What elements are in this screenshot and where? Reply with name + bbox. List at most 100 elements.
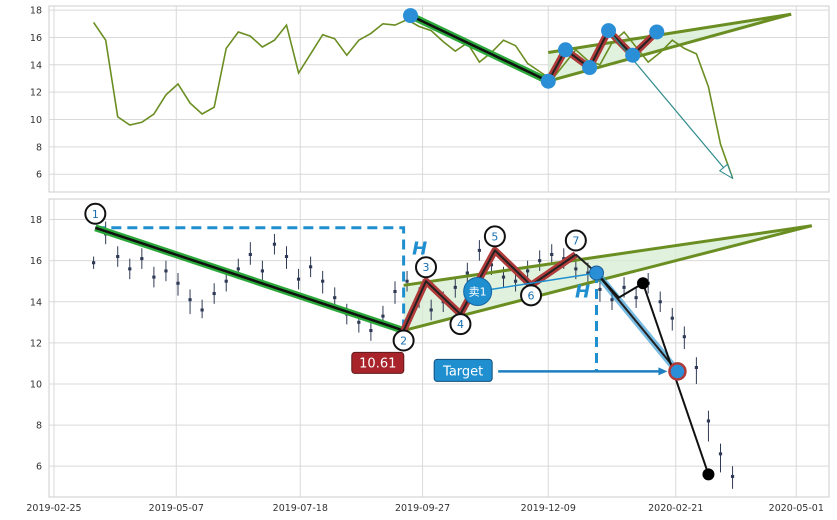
candle-body: [453, 285, 457, 289]
bottom-x-ticks: 2019-02-25 2019-05-07 2019-07-18 2019-09-27…: [26, 503, 823, 514]
pattern-point-label: 5: [491, 230, 498, 243]
pattern-point-label: 4: [457, 318, 464, 331]
value-box-text: 10.61: [359, 356, 396, 371]
candle-body: [393, 289, 397, 293]
bottom-x-tick-label: 2020-05-01: [769, 503, 824, 514]
candle-body: [200, 308, 204, 312]
bottom-y-tick-label: 12: [30, 338, 42, 349]
top-panel: 6 8 10 12 14 16 18: [30, 5, 830, 193]
candle-body: [658, 300, 662, 304]
candle-body: [477, 248, 481, 252]
candle-body: [634, 296, 638, 300]
candle-body: [694, 366, 698, 370]
target-point: [668, 362, 687, 381]
breakdown-path-a: [595, 272, 644, 299]
top-price-path: [92, 18, 734, 179]
target-box: [433, 358, 493, 382]
candle-body: [224, 279, 228, 283]
bottom-pole: [94, 226, 405, 332]
top-y-tick-label: 14: [30, 60, 42, 71]
top-pattern-point: [625, 47, 641, 63]
top-pattern-point: [558, 42, 573, 58]
candle-body: [538, 259, 542, 263]
breakdown-high-point: [637, 277, 649, 290]
top-y-tick-label: 6: [36, 170, 42, 181]
candle-body: [670, 316, 674, 320]
candle-body: [116, 255, 120, 259]
pattern-point-label-circle: [520, 284, 543, 307]
candle-body: [429, 308, 433, 312]
bottom-x-tick-label: 2019-09-27: [395, 503, 450, 514]
h-dashed-measure-left: [95, 226, 406, 331]
bottom-y-ticks: 6 8 10 12 14 16 18: [30, 215, 42, 473]
bottom-upper-trendline: [403, 224, 812, 287]
top-pattern-point: [540, 73, 556, 89]
top-price-line: [92, 18, 734, 179]
candle-body: [309, 265, 313, 269]
bottom-y-tick-label: 6: [36, 462, 42, 473]
candle-body: [381, 314, 385, 318]
bottom-grid: [49, 199, 829, 497]
top-y-tick-label: 16: [30, 33, 42, 44]
value-box: [351, 351, 405, 374]
bottom-x-tick-label: 2019-07-18: [273, 503, 328, 514]
top-y-tick-label: 10: [30, 115, 42, 126]
target-box-text: Target: [442, 364, 483, 379]
candle-body: [586, 271, 590, 275]
candle-body: [176, 281, 180, 285]
candle-body: [272, 242, 277, 246]
candle-body: [574, 267, 578, 271]
pattern-point-label: 7: [572, 234, 579, 247]
pattern-point-label-circle: [415, 256, 437, 279]
candle-body: [164, 269, 168, 273]
top-pole: [409, 14, 549, 83]
pattern-point-label-circle: [84, 202, 107, 225]
bottom-x-tick-label: 2019-02-25: [26, 503, 81, 514]
candle-body: [405, 279, 409, 283]
candle-body: [682, 335, 686, 339]
bottom-x-tick-label: 2019-12-09: [521, 503, 576, 514]
candle-body: [212, 292, 216, 296]
candle-body: [718, 452, 723, 456]
bottom-x-tick-label: 2019-05-07: [149, 503, 204, 514]
candle-body: [248, 252, 252, 256]
candle-body: [513, 279, 518, 283]
candle-body: [489, 263, 494, 267]
candle-body: [501, 275, 506, 279]
candle-body: [260, 269, 264, 273]
top-y-ticks: 6 8 10 12 14 16 18: [30, 6, 42, 181]
top-pattern-overlay: [403, 8, 792, 180]
h-label-left: H: [412, 238, 427, 259]
bottom-y-tick-label: 8: [36, 421, 42, 432]
pattern-point-label-circle: [483, 225, 506, 248]
candle-body: [526, 269, 530, 273]
sell-label-leader: [477, 272, 597, 293]
candle-body: [236, 267, 240, 271]
pattern-point-label: 1: [92, 208, 99, 221]
candle-body: [296, 277, 301, 281]
top-pattern-point: [582, 60, 598, 76]
candle-body: [152, 275, 156, 279]
bottom-y-tick-label: 16: [30, 256, 42, 267]
bottom-y-tick-label: 14: [30, 297, 42, 308]
candle-body: [140, 257, 144, 261]
h-label-right: H: [575, 282, 590, 303]
candle-body: [321, 279, 325, 283]
candle-body: [610, 298, 614, 302]
top-pattern-point: [403, 8, 418, 24]
candle-body: [128, 267, 132, 271]
bottom-lower-trendline: [403, 224, 813, 332]
pattern-point-label: 2: [400, 335, 407, 348]
candle-body: [92, 261, 96, 265]
candle-body: [706, 419, 711, 423]
breakdown-low-point: [702, 468, 715, 481]
bottom-y-tick-label: 18: [30, 215, 42, 226]
sell-label-circle: [463, 276, 493, 306]
candle-body: [357, 320, 361, 324]
bottom-pattern-overlay: 1 2 3 4 5 6 7 卖1 H H 10.61 Target: [84, 202, 813, 481]
candle-body: [622, 285, 626, 289]
candle-body: [730, 474, 735, 478]
candle-body: [465, 271, 469, 275]
pattern-point-label: 6: [528, 289, 535, 302]
